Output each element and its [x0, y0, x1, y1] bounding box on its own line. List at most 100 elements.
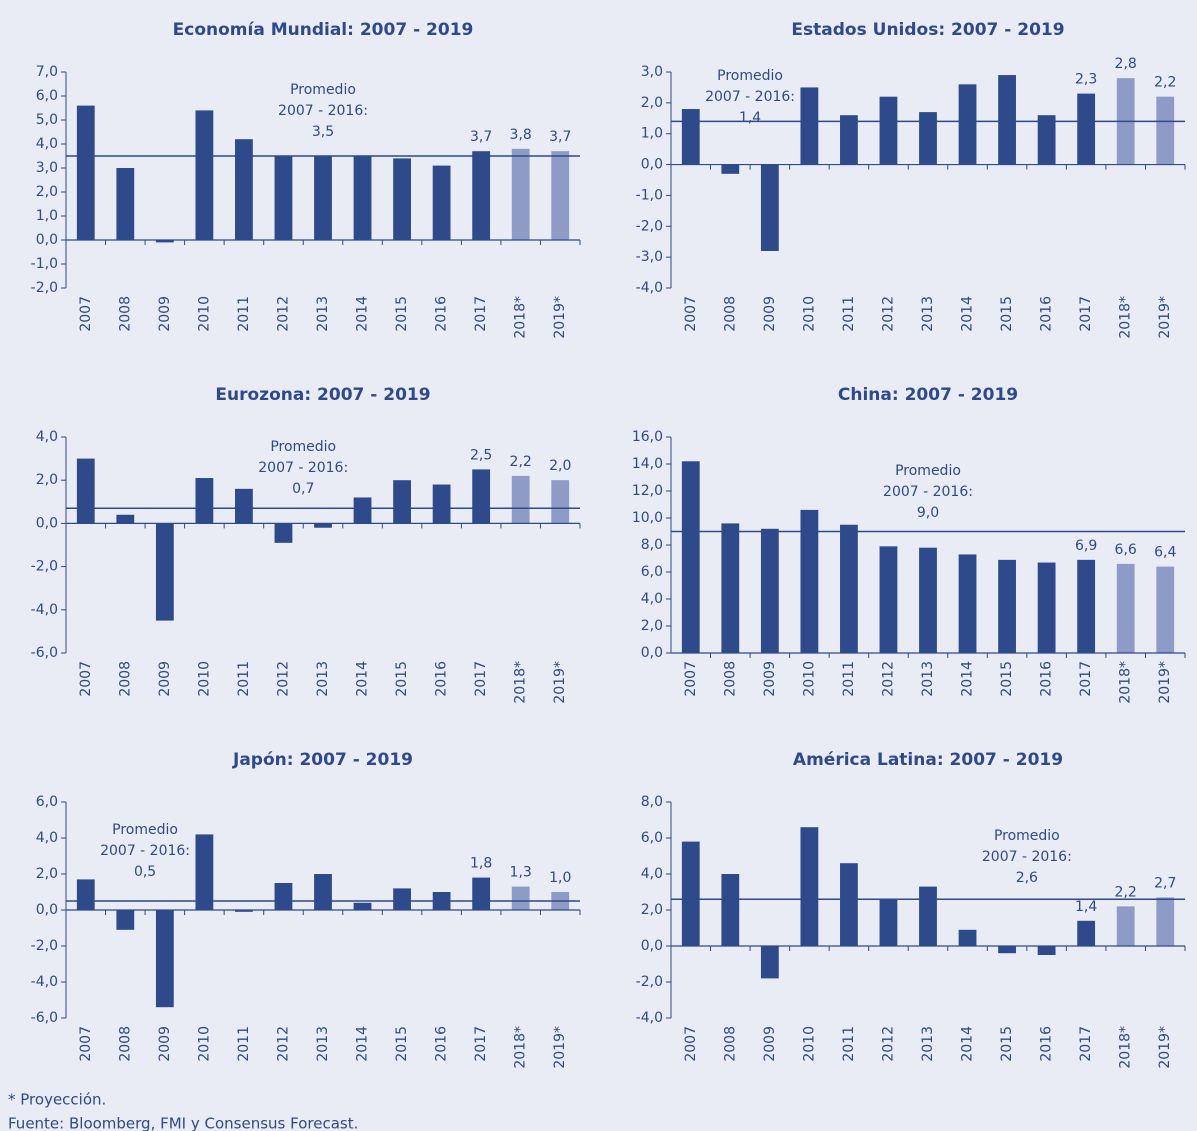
x-tick-label: 2010	[196, 1026, 212, 1062]
x-tick-label: 2012	[275, 661, 291, 697]
x-tick-label: 2016	[1039, 1026, 1055, 1062]
x-tick-label: 2008	[117, 1026, 133, 1062]
y-tick-label: 0,0	[641, 157, 663, 173]
bar	[840, 524, 858, 653]
bar	[1116, 906, 1135, 946]
bar	[800, 827, 819, 946]
x-tick-label: 2017	[473, 296, 489, 332]
bar	[998, 946, 1016, 954]
average-label: 9,0	[917, 505, 939, 521]
x-tick-label: 2019*	[552, 296, 568, 339]
chart-title: Economía Mundial: 2007 - 2019	[173, 20, 474, 40]
bar	[1037, 115, 1056, 165]
x-tick-label: 2013	[920, 661, 936, 697]
bar	[919, 112, 937, 165]
source: Fuente: Bloomberg, FMI y Consensus Forec…	[8, 1115, 358, 1131]
annotation: Promedio	[717, 68, 783, 84]
annotation: 2007 - 2016:	[705, 89, 795, 105]
bar	[195, 478, 214, 524]
x-tick-label: 2016	[1039, 296, 1055, 332]
bar	[432, 484, 451, 524]
y-tick-label: 0,0	[36, 902, 58, 918]
y-tick-label: 0,0	[36, 232, 58, 248]
x-tick-label: 2018*	[1118, 296, 1134, 339]
bar	[998, 75, 1016, 165]
y-tick-label: 1,0	[36, 208, 58, 224]
y-tick-label: 12,0	[632, 483, 663, 499]
bar	[274, 883, 293, 910]
y-tick-label: -1,0	[31, 256, 58, 272]
y-tick-label: 2,0	[36, 184, 58, 200]
data-label: 2,0	[549, 458, 571, 474]
data-label: 2,8	[1115, 56, 1137, 72]
y-tick-label: -2,0	[31, 938, 58, 954]
average-label: 0,5	[134, 864, 156, 880]
bar	[76, 105, 95, 240]
annotation: 2007 - 2016:	[100, 843, 190, 859]
bar	[1156, 96, 1175, 165]
chart-title: Japón: 2007 - 2019	[232, 750, 413, 770]
data-label: 6,9	[1075, 538, 1097, 554]
bar	[958, 84, 977, 165]
bar	[76, 458, 95, 524]
y-tick-label: 6,0	[641, 564, 663, 580]
x-tick-label: 2009	[157, 661, 173, 697]
data-label: 1,4	[1075, 899, 1097, 915]
x-tick-label: 2008	[117, 296, 133, 332]
y-tick-label: 8,0	[641, 537, 663, 553]
annotation: Promedio	[290, 82, 356, 98]
bar	[511, 886, 530, 910]
x-tick-label: 2011	[236, 661, 252, 697]
bar	[958, 554, 977, 653]
y-tick-label: -4,0	[31, 974, 58, 990]
y-tick-label: 4,0	[641, 591, 663, 607]
bar	[195, 110, 214, 241]
chart-title: Eurozona: 2007 - 2019	[215, 385, 430, 405]
x-tick-label: 2015	[394, 296, 410, 332]
bar	[353, 902, 372, 910]
x-tick-label: 2015	[999, 661, 1015, 697]
x-tick-label: 2009	[762, 1026, 778, 1062]
data-label: 2,3	[1075, 72, 1097, 88]
y-tick-label: -4,0	[636, 280, 663, 296]
chart-title: Estados Unidos: 2007 - 2019	[791, 20, 1064, 40]
bar	[116, 910, 135, 930]
average-label: 0,7	[292, 481, 314, 497]
bar	[116, 168, 135, 240]
x-tick-label: 2013	[920, 1026, 936, 1062]
bar	[1116, 563, 1135, 653]
data-label: 2,2	[510, 454, 532, 470]
bar	[432, 165, 451, 240]
x-tick-label: 2009	[762, 661, 778, 697]
bar	[235, 910, 253, 912]
y-tick-label: -6,0	[31, 645, 58, 661]
x-tick-label: 2017	[1078, 1026, 1094, 1062]
bar	[1077, 920, 1096, 946]
x-tick-label: 2011	[841, 661, 857, 697]
bar	[551, 480, 570, 524]
annotation: Promedio	[112, 822, 178, 838]
x-tick-label: 2018*	[1118, 661, 1134, 704]
x-tick-label: 2009	[157, 1026, 173, 1062]
y-tick-label: 5,0	[36, 112, 58, 128]
x-tick-label: 2012	[880, 661, 896, 697]
x-tick-label: 2016	[1039, 661, 1055, 697]
y-tick-label: 3,0	[36, 160, 58, 176]
x-tick-label: 2012	[275, 1026, 291, 1062]
bar	[919, 886, 937, 946]
bar	[274, 523, 293, 543]
x-tick-label: 2009	[157, 296, 173, 332]
x-tick-label: 2016	[434, 296, 450, 332]
x-tick-label: 2019*	[552, 1026, 568, 1069]
x-tick-label: 2018*	[513, 1026, 529, 1069]
x-tick-label: 2010	[801, 661, 817, 697]
data-label: 1,0	[549, 870, 571, 886]
x-tick-label: 2007	[683, 1026, 699, 1062]
bar	[760, 946, 779, 979]
average-label: 3,5	[312, 124, 334, 140]
x-tick-label: 2012	[275, 296, 291, 332]
x-tick-label: 2014	[960, 661, 976, 697]
y-tick-label: 8,0	[641, 794, 663, 810]
bar	[840, 115, 858, 165]
